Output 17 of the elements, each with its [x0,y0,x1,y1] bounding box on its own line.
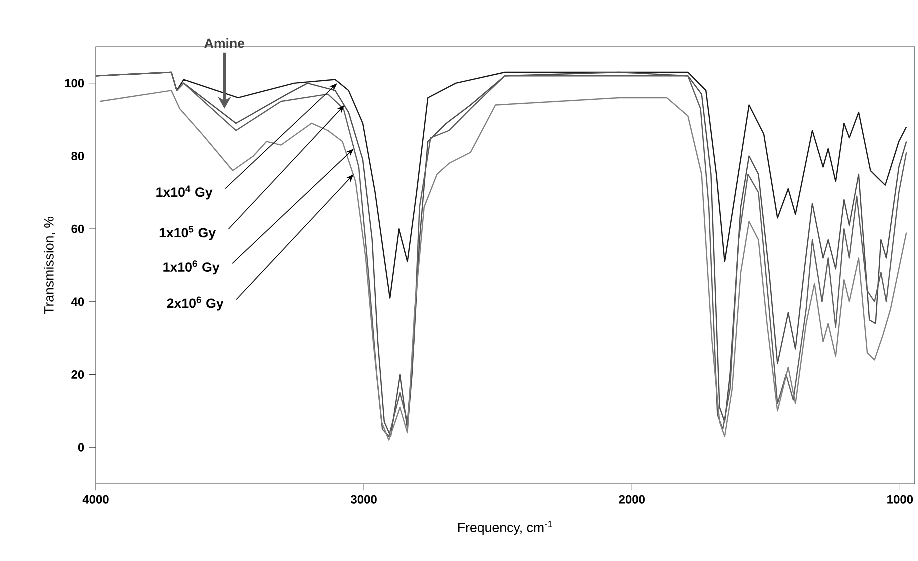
y-axis-title: Transmission, % [44,216,56,314]
x-tick-label: 1000 [888,495,914,504]
y-tick-label: 100 [65,79,84,88]
y-tick-label: 20 [72,370,84,379]
x-tick-label: 3000 [350,495,377,504]
annotation: 1x10$^{4}$ Gy [156,186,213,200]
x-tick-label: 2000 [619,495,645,504]
y-tick-label: 0 [78,443,84,452]
y-tick-label: 60 [72,224,84,234]
annotation: 1x10$^{6}$ Gy [164,260,220,275]
y-tick-label: 40 [71,298,84,306]
annotation: 1x10$^{5}$ Gy [160,226,216,240]
annotation: Amine [204,38,245,48]
x-tick-label: 4000 [82,495,109,504]
y-tick-label: 80 [72,152,84,161]
annotation: 2x10$^{6}$ Gy [167,296,224,311]
x-axis-title: Frequency, cm$^{-1}$ [458,521,552,536]
